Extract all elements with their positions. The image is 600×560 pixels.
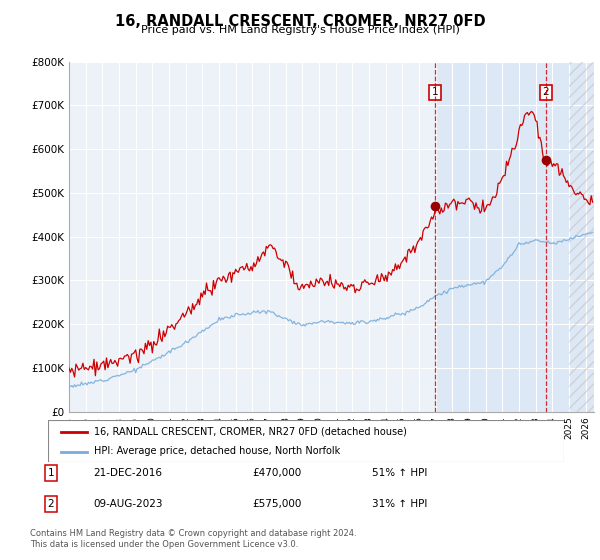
Text: 51% ↑ HPI: 51% ↑ HPI [372, 468, 427, 478]
Text: £575,000: £575,000 [252, 499, 301, 509]
Bar [435, 62, 594, 412]
Bar [569, 62, 594, 412]
Text: 2: 2 [47, 499, 55, 509]
Text: Contains HM Land Registry data © Crown copyright and database right 2024.
This d: Contains HM Land Registry data © Crown c… [30, 529, 356, 549]
Text: HPI: Average price, detached house, North Norfolk: HPI: Average price, detached house, Nort… [94, 446, 341, 456]
Text: 09-AUG-2023: 09-AUG-2023 [93, 499, 163, 509]
Text: 31% ↑ HPI: 31% ↑ HPI [372, 499, 427, 509]
Text: £470,000: £470,000 [252, 468, 301, 478]
Text: 1: 1 [47, 468, 55, 478]
Text: 16, RANDALL CRESCENT, CROMER, NR27 0FD: 16, RANDALL CRESCENT, CROMER, NR27 0FD [115, 14, 485, 29]
Text: Price paid vs. HM Land Registry's House Price Index (HPI): Price paid vs. HM Land Registry's House … [140, 25, 460, 35]
Text: 2: 2 [542, 87, 549, 97]
Text: 21-DEC-2016: 21-DEC-2016 [93, 468, 162, 478]
Text: 16, RANDALL CRESCENT, CROMER, NR27 0FD (detached house): 16, RANDALL CRESCENT, CROMER, NR27 0FD (… [94, 427, 407, 437]
Text: 1: 1 [432, 87, 439, 97]
